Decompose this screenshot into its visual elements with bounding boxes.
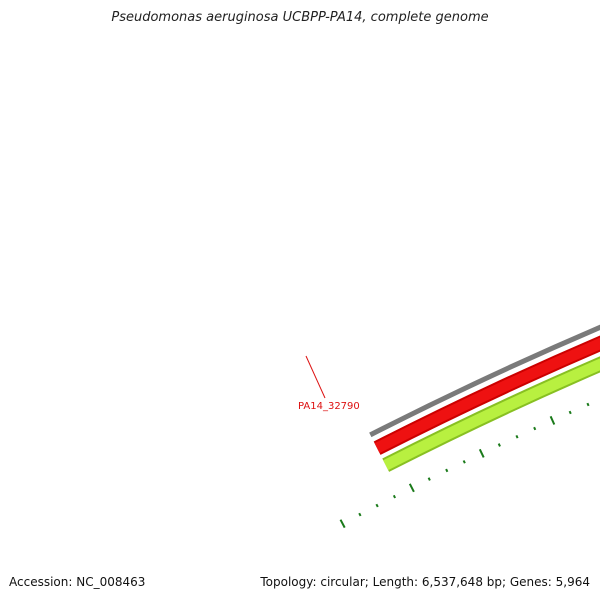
inner-minor-tick bbox=[445, 468, 449, 473]
inner-tick-marks bbox=[339, 402, 590, 529]
genome-summary: Topology: circular; Length: 6,537,648 bp… bbox=[260, 575, 590, 589]
inner-major-tick bbox=[408, 483, 415, 493]
inner-minor-tick bbox=[533, 426, 537, 431]
inner-minor-tick bbox=[568, 410, 572, 415]
inner-major-tick bbox=[339, 519, 346, 529]
inner-minor-tick bbox=[497, 443, 501, 447]
inner-major-tick bbox=[478, 448, 485, 458]
gene-label-pa14-32790[interactable]: PA14_32790 bbox=[298, 401, 360, 412]
inner-minor-tick bbox=[392, 494, 397, 499]
accession-label: Accession: NC_008463 bbox=[9, 575, 146, 589]
inner-minor-tick bbox=[427, 477, 431, 481]
genome-backbone bbox=[369, 324, 600, 438]
inner-minor-tick bbox=[462, 460, 466, 464]
map-title: Pseudomonas aeruginosa UCBPP-PA14, compl… bbox=[111, 10, 489, 25]
inner-minor-tick bbox=[586, 402, 590, 407]
inner-minor-tick bbox=[375, 503, 379, 508]
reverse-strand-genes[interactable] bbox=[383, 84, 600, 471]
forward-strand-genes[interactable] bbox=[374, 66, 600, 454]
inner-minor-tick bbox=[358, 512, 362, 517]
inner-minor-tick bbox=[515, 434, 519, 439]
inner-major-tick bbox=[549, 415, 556, 425]
gene-label-pointer bbox=[305, 355, 326, 399]
